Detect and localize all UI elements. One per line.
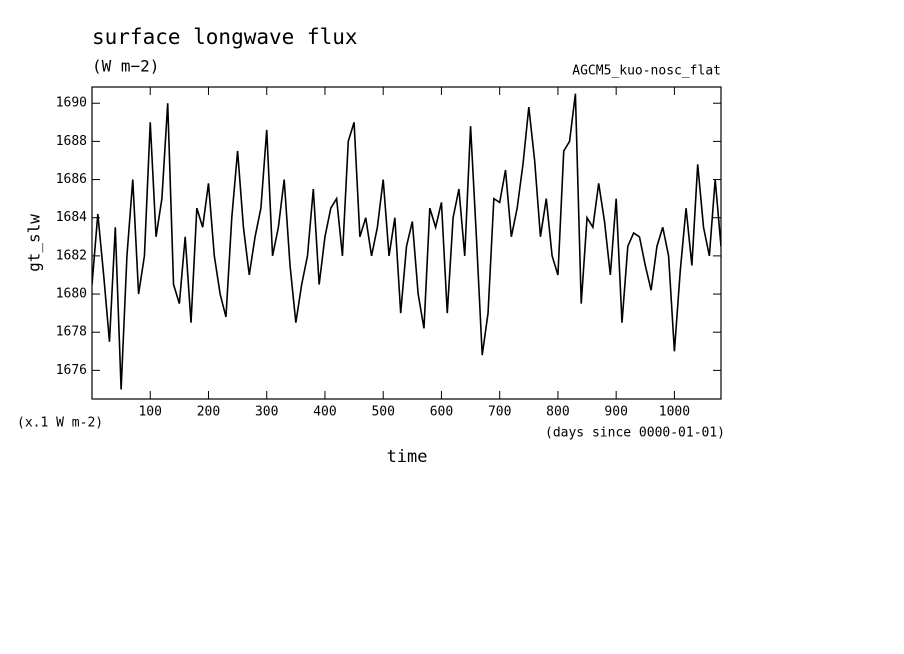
data-line (92, 93, 721, 390)
y-tick-label: 1690 (56, 96, 87, 111)
x-tick-label: 600 (430, 405, 453, 420)
x-tick-label: 900 (604, 405, 627, 420)
x-tick-label: 300 (255, 405, 278, 420)
x-tick-label: 700 (488, 405, 511, 420)
chart-title: surface longwave flux (92, 25, 358, 49)
y-tick-label: 1678 (56, 325, 87, 340)
x-tick-label: 1000 (659, 405, 690, 420)
y-axis-label: gt_slw (25, 214, 44, 272)
chart-subtitle: (W m−2) (92, 57, 159, 76)
y-unit: (x.1 W m-2) (17, 416, 103, 431)
run-label: AGCM5_kuo-nosc_flat (572, 64, 721, 79)
y-tick-label: 1686 (56, 172, 87, 187)
x-tick-label: 400 (313, 405, 336, 420)
x-tick-label: 100 (138, 405, 161, 420)
x-axis-label: time (387, 447, 428, 467)
x-tick-label: 200 (197, 405, 220, 420)
y-tick-label: 1684 (56, 210, 87, 225)
x-unit: (days since 0000-01-01) (545, 426, 725, 441)
y-tick-label: 1680 (56, 287, 87, 302)
y-tick-label: 1682 (56, 248, 87, 263)
x-tick-label: 500 (371, 405, 394, 420)
x-tick-label: 800 (546, 405, 569, 420)
y-tick-label: 1688 (56, 134, 87, 149)
y-tick-label: 1676 (56, 363, 87, 378)
